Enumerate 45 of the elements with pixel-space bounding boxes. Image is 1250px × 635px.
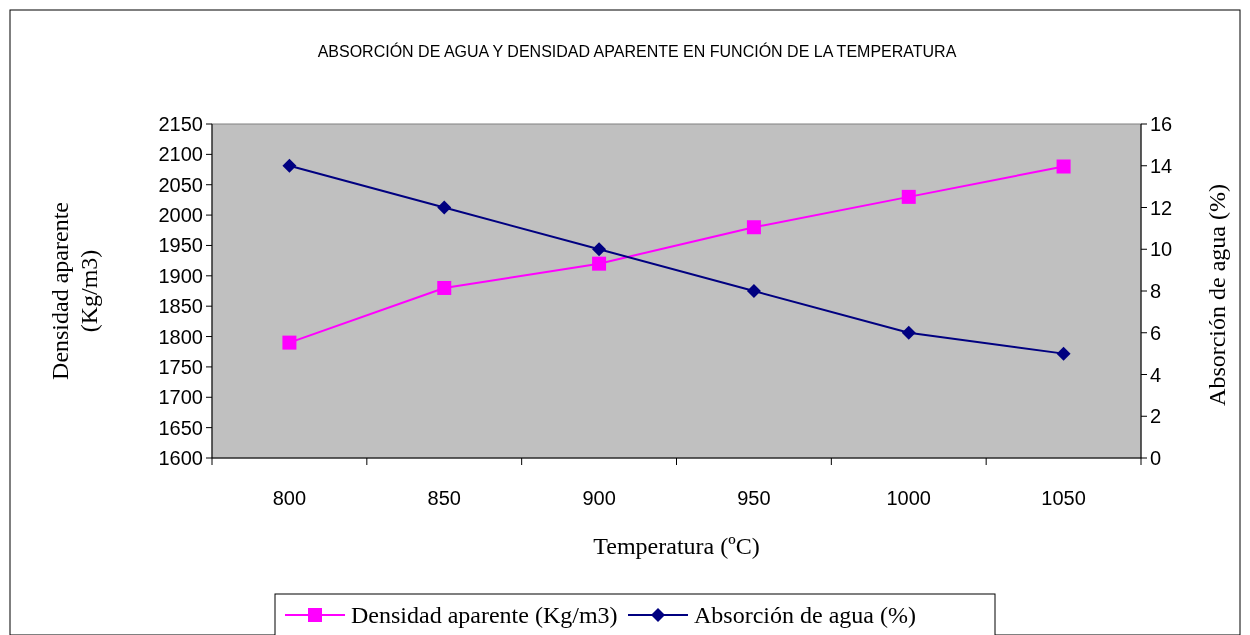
y2-axis-title: Absorción de agua (%) (1204, 184, 1230, 406)
x-tick-label: 900 (582, 487, 616, 509)
point (437, 280, 452, 295)
x-axis-title: Temperatura (ºC) (593, 533, 760, 559)
x-tick-label: 1050 (1041, 487, 1086, 509)
y2-tick-label: 14 (1150, 154, 1173, 177)
y-tick-label: 1750 (158, 355, 203, 378)
point (901, 189, 916, 204)
point (746, 284, 761, 298)
y-tick-label: 1850 (158, 295, 203, 318)
x-tick-label: 1000 (886, 487, 931, 509)
y-tick-label: 2000 (158, 204, 203, 227)
y2-tick-label: 0 (1150, 447, 1162, 469)
y2-tick-label: 16 (1150, 113, 1173, 135)
y-tick-label: 1800 (158, 325, 203, 348)
point (592, 242, 607, 257)
y-tick-label: 2100 (158, 143, 203, 166)
y2-tick-label: 2 (1150, 405, 1162, 428)
x-tick-label: 950 (737, 487, 771, 509)
y2-tick-label: 6 (1150, 321, 1162, 344)
y2-tick-label: 10 (1150, 238, 1173, 261)
legend-label: Densidad aparente (Kg/m3) (351, 602, 618, 629)
y2-tick-label: 4 (1150, 363, 1162, 386)
y-tick-label: 2050 (158, 173, 203, 196)
chart-title: ABSORCIÓN DE AGUA Y DENSIDAD APARENTE EN FUNCIÓN DE LA TEMPERATURA (317, 42, 957, 60)
y-tick-label: 1650 (158, 416, 203, 439)
x-tick-label: 800 (272, 487, 307, 509)
y-axis-title: Densidad aparente (Kg/m3) (47, 202, 102, 380)
y-tick-label: 1700 (158, 386, 203, 409)
y2-tick-label: 8 (1150, 280, 1162, 302)
point (1056, 159, 1071, 174)
point (901, 325, 916, 340)
y-tick-label: 1600 (158, 447, 203, 469)
y2-tick-label: 12 (1150, 196, 1173, 219)
legend-label: Absorción de agua (%) (694, 602, 916, 629)
point (746, 220, 761, 235)
point (282, 158, 297, 173)
y-tick-label: 1900 (158, 264, 203, 287)
y-tick-label: 1950 (158, 234, 203, 257)
point (437, 200, 452, 215)
y-tick-label: 2150 (158, 113, 203, 135)
point (282, 335, 297, 350)
point (1056, 346, 1071, 361)
x-tick-label: 850 (427, 487, 461, 509)
point (592, 256, 607, 271)
